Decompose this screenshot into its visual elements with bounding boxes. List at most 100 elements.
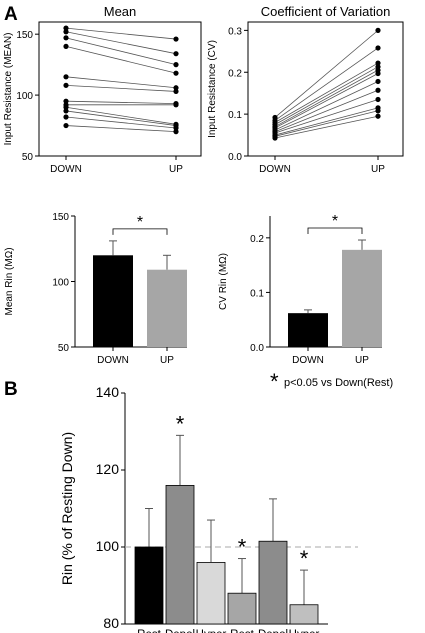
chart-cv_bars: 0.0 0.1 0.2 CV Rin (MΩ) DOWN UP * <box>218 213 382 366</box>
series-line <box>274 73 379 129</box>
y-tick-label: 0.2 <box>228 68 242 79</box>
x-tick-label: DOWN <box>97 355 129 366</box>
y-axis-label: Mean Rin (MΩ) <box>4 247 15 315</box>
significance-bracket <box>112 228 168 235</box>
significance-star: * <box>238 535 247 560</box>
axes-frame <box>38 21 202 157</box>
y-tick-label: 0.2 <box>250 234 264 245</box>
data-point <box>375 60 381 66</box>
significance-star: * <box>332 213 338 230</box>
y-tick-label: 100 <box>16 91 33 102</box>
series-line <box>65 116 177 129</box>
x-tick-label: UP <box>169 164 183 175</box>
data-point <box>63 114 69 120</box>
series-line <box>274 115 379 139</box>
data-point <box>63 122 69 129</box>
series-line <box>274 99 379 134</box>
panel-label-a: A <box>4 4 18 25</box>
data-point <box>63 29 69 35</box>
chart-title: Coefficient of Variation <box>261 4 391 19</box>
series-line <box>65 76 177 89</box>
series-line <box>65 125 177 133</box>
x-tick-label: Depol <box>258 629 288 633</box>
y-tick-label: 0.1 <box>228 110 242 121</box>
bar <box>258 540 288 625</box>
y-axis-label: Input Resistance (MEAN) <box>3 33 14 146</box>
bar <box>165 484 195 625</box>
data-point <box>63 35 69 41</box>
x-tick-label: Hyper <box>289 629 320 633</box>
series-line <box>65 110 177 126</box>
bar <box>147 269 187 347</box>
x-tick-label: UP <box>355 355 369 366</box>
bar <box>288 313 328 347</box>
x-tick-label: DOWN <box>50 164 82 175</box>
series-line <box>274 62 379 123</box>
data-point <box>375 45 381 51</box>
data-point <box>375 96 381 103</box>
series-line <box>274 69 379 128</box>
chart-rin_percent: 80 100 120 140 Rin (% of Resting Down) Rest De… <box>59 384 358 633</box>
data-point <box>173 129 179 135</box>
data-point <box>63 74 69 80</box>
x-tick-label: Depol <box>165 629 195 633</box>
y-tick-label: 0.0 <box>250 343 264 354</box>
data-point <box>272 135 278 141</box>
y-tick-label: 0.3 <box>228 26 242 37</box>
data-point <box>173 62 179 68</box>
data-point <box>173 36 179 42</box>
data-point <box>375 87 381 93</box>
y-axis-label: CV Rin (MΩ) <box>218 253 229 310</box>
series-line <box>274 107 379 136</box>
x-tick-label: UP <box>371 164 385 175</box>
significance-bracket <box>307 227 363 235</box>
axes-frame <box>247 21 404 157</box>
series-line <box>274 89 379 133</box>
data-point <box>375 113 381 119</box>
y-tick-label: 150 <box>16 30 33 41</box>
data-point <box>375 78 381 85</box>
y-tick-label: 0.0 <box>228 152 242 163</box>
data-point <box>173 88 179 95</box>
series-line <box>274 30 379 118</box>
data-point <box>63 108 69 114</box>
series-line <box>274 66 379 125</box>
y-axis-label: Rin (% of Resting Down) <box>59 432 75 585</box>
x-tick-label: DOWN <box>292 355 324 366</box>
chart-title: Mean <box>104 4 137 19</box>
y-tick-label: 0.1 <box>250 288 264 299</box>
series-line <box>65 100 177 105</box>
chart-cv_lines: Coefficient of Variation 0.0 0.1 0.2 0.3 Inpu… <box>207 4 404 175</box>
series-line <box>65 106 177 125</box>
series-line <box>65 37 177 66</box>
bar <box>134 546 164 625</box>
data-point <box>63 25 69 31</box>
bar <box>196 562 226 625</box>
series-line <box>274 47 379 121</box>
y-tick-label: 50 <box>22 152 34 163</box>
bar <box>227 592 257 625</box>
x-tick-label: UP <box>160 355 174 366</box>
y-tick-label: 80 <box>103 615 119 631</box>
data-point <box>375 70 381 77</box>
bar <box>289 604 319 625</box>
significance-star: * <box>137 214 143 231</box>
chart-mean_bars: 50 100 150 Mean Rin (MΩ) DOWN UP * <box>4 212 187 366</box>
series-line <box>65 31 177 55</box>
data-point <box>63 98 69 104</box>
data-point <box>63 82 69 88</box>
x-tick-label: DOWN <box>259 164 291 175</box>
series-line <box>274 81 379 131</box>
panel-label-b: B <box>4 379 18 400</box>
series-line <box>274 110 379 137</box>
y-axis-label: Input Resistance (CV) <box>207 40 218 138</box>
series-line <box>65 27 177 40</box>
bar <box>342 249 382 347</box>
significance-star: * <box>300 546 309 571</box>
y-tick-label: 50 <box>58 343 70 354</box>
data-point <box>173 85 179 91</box>
data-point <box>63 104 69 110</box>
data-point <box>173 51 179 57</box>
